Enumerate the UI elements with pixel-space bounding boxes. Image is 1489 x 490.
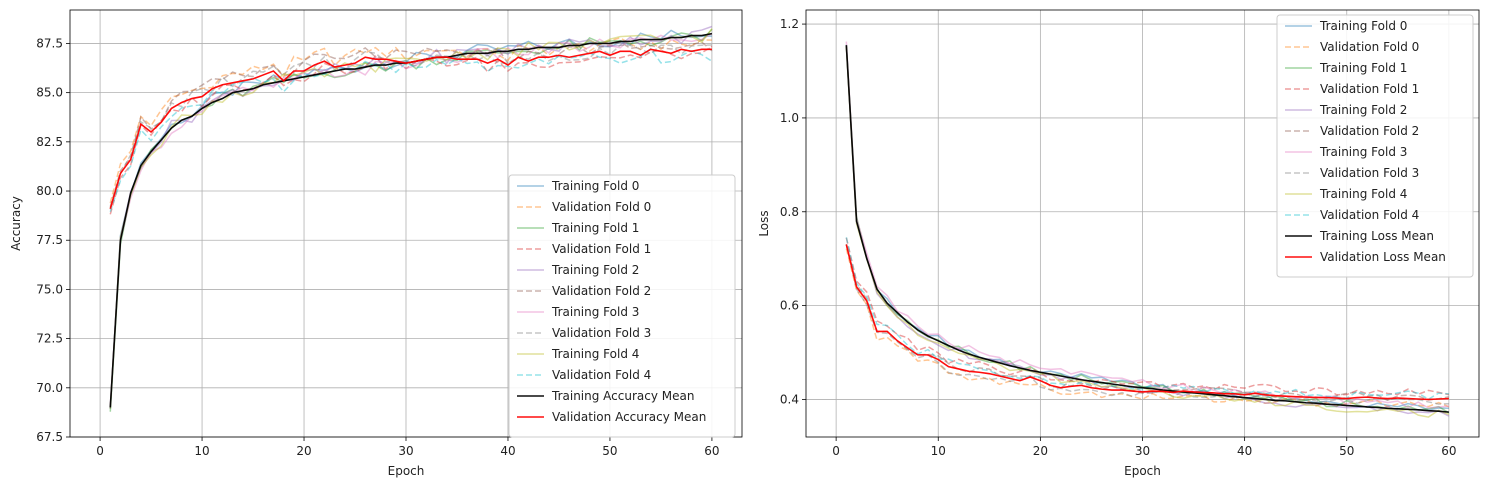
x-tick-label: 50 [602, 444, 617, 458]
legend-label: Training Fold 4 [1319, 187, 1407, 201]
x-tick-label: 20 [1033, 444, 1048, 458]
legend-label: Training Fold 4 [551, 347, 639, 361]
y-tick-label: 67.5 [36, 430, 63, 444]
y-tick-label: 80.0 [36, 184, 63, 198]
legend-label: Validation Fold 0 [1320, 40, 1419, 54]
series-line-validation-fold-3 [109, 44, 712, 210]
x-tick-label: 10 [194, 444, 209, 458]
y-tick-label: 87.5 [36, 36, 63, 50]
series-group [845, 41, 1450, 418]
legend-label: Validation Fold 3 [552, 326, 651, 340]
legend-label: Training Fold 0 [551, 179, 639, 193]
series-line-validation-fold-2 [845, 244, 1450, 402]
legend-label: Training Fold 2 [1319, 103, 1407, 117]
x-tick-label: 0 [96, 444, 104, 458]
legend-box [508, 174, 736, 438]
series-line-training-fold-3 [845, 41, 1449, 409]
series-line-training-fold-4 [845, 46, 1450, 418]
series-line-validation-fold-0 [109, 37, 712, 204]
y-tick-label: 82.5 [36, 135, 63, 149]
x-tick-label: 30 [1135, 444, 1150, 458]
x-tick-label: 60 [704, 444, 719, 458]
legend-label: Validation Fold 4 [552, 368, 651, 382]
legend-label: Training Fold 3 [1319, 145, 1407, 159]
legend-label: Validation Fold 3 [1320, 166, 1419, 180]
y-axis-label: Loss [757, 210, 771, 236]
x-tick-label: 40 [500, 444, 515, 458]
legend-label: Validation Fold 4 [1320, 208, 1419, 222]
plot-frame [69, 9, 743, 438]
series-line-validation-accuracy-mean [109, 48, 712, 209]
x-axis-label: Epoch [1124, 464, 1161, 478]
legend-label: Training Fold 1 [551, 221, 639, 235]
legend-label: Validation Fold 2 [1320, 124, 1419, 138]
legend-label: Training Fold 1 [1319, 61, 1407, 75]
x-tick-label: 20 [296, 444, 311, 458]
y-tick-label: 85.0 [36, 86, 63, 100]
y-tick-label: 77.5 [36, 233, 63, 247]
legend-label: Validation Fold 1 [552, 242, 651, 256]
legend-label: Validation Accuracy Mean [552, 410, 706, 424]
legend: Training Fold 0 Validation Fold 0 Training… [508, 174, 736, 438]
series-line-validation-fold-1 [845, 237, 1450, 396]
legend-label: Training Fold 2 [551, 263, 639, 277]
series-line-validation-loss-mean [845, 244, 1449, 401]
legend-label: Training Fold 0 [1319, 19, 1407, 33]
y-tick-label: 0.8 [780, 205, 799, 219]
x-tick-label: 40 [1237, 444, 1252, 458]
legend-label: Training Loss Mean [1319, 229, 1434, 243]
series-line-validation-fold-4 [109, 47, 713, 212]
y-tick-label: 1.2 [780, 17, 799, 31]
x-tick-label: 10 [931, 444, 946, 458]
series-line-validation-fold-2 [109, 41, 713, 208]
loss-chart: 0 10 20 30 40 50 60 0.4 0.6 0.8 1.0 1.2 Epoch Loss Tra… [757, 9, 1480, 478]
series-line-validation-fold-0 [845, 248, 1450, 408]
x-tick-label: 50 [1339, 444, 1354, 458]
series-group [109, 25, 713, 412]
legend-label: Training Fold 3 [551, 305, 639, 319]
legend-label: Validation Fold 0 [552, 200, 651, 214]
series-line-training-loss-mean [845, 45, 1449, 413]
plot-frame [805, 9, 1480, 438]
legend-label: Validation Loss Mean [1320, 250, 1446, 264]
accuracy-chart: 0 10 20 30 40 50 60 67.5 70.0 72.5 75.0 77.5 80.0 82.… [9, 9, 743, 478]
x-tick-label: 0 [832, 444, 840, 458]
x-tick-label: 30 [398, 444, 413, 458]
series-line-validation-fold-4 [845, 237, 1449, 401]
y-tick-label: 1.0 [780, 111, 799, 125]
series-line-training-fold-1 [109, 28, 713, 412]
series-line-training-fold-0 [109, 29, 712, 410]
y-tick-label: 0.6 [780, 299, 799, 313]
series-line-training-fold-1 [845, 45, 1450, 414]
x-axis-label: Epoch [388, 464, 425, 478]
legend-label: Validation Fold 1 [1320, 82, 1419, 96]
legend-label: Training Accuracy Mean [551, 389, 694, 403]
y-tick-label: 75.0 [36, 282, 63, 296]
y-tick-label: 0.4 [780, 392, 799, 406]
legend-label: Validation Fold 2 [552, 284, 651, 298]
y-axis-label: Accuracy [9, 196, 23, 251]
legend-box [1276, 14, 1474, 278]
x-tick-label: 60 [1441, 444, 1456, 458]
series-line-validation-fold-1 [109, 45, 713, 215]
y-tick-label: 70.0 [36, 381, 63, 395]
legend: Training Fold 0 Validation Fold 0 Training… [1276, 14, 1474, 278]
y-tick-label: 72.5 [36, 332, 63, 346]
